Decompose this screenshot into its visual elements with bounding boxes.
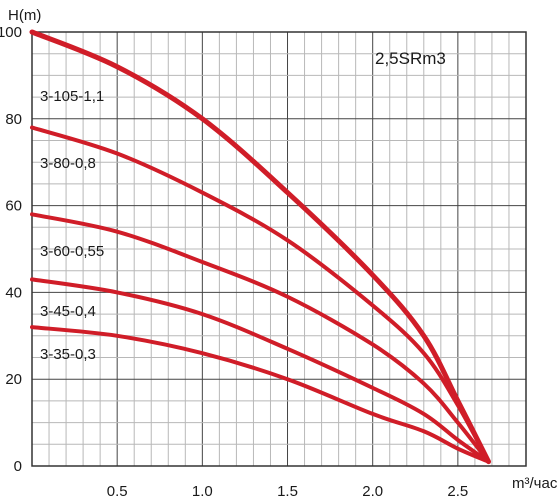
series-line-2	[30, 212, 491, 464]
y-tick-label: 100	[0, 24, 22, 41]
axis-ticks: 0.5 1.0 1.5 2.0 2.5 0 20 40 60 80 100	[0, 24, 468, 500]
x-tick-label: 2.5	[447, 483, 468, 500]
series-label-3: 3-45-0,4	[40, 303, 96, 320]
series-label-4: 3-35-0,3	[40, 346, 96, 363]
series-line-4	[30, 325, 491, 464]
x-tick-label: 1.5	[277, 483, 298, 500]
y-axis-title: H(m)	[8, 7, 41, 24]
series-line-0	[29, 29, 492, 465]
series-label-2: 3-60-0,55	[40, 243, 104, 260]
y-tick-label: 40	[5, 284, 22, 301]
series-line-1	[30, 125, 491, 464]
chart-title: 2,5SRm3	[375, 49, 446, 68]
curves	[29, 29, 492, 465]
grid	[31, 31, 527, 467]
plot-frame	[31, 31, 527, 467]
y-tick-label: 80	[5, 111, 22, 128]
y-tick-label: 0	[14, 458, 22, 475]
y-tick-label: 60	[5, 198, 22, 215]
x-tick-label: 1.0	[192, 483, 213, 500]
series-line-3	[30, 277, 491, 464]
series-label-0: 3-105-1,1	[40, 88, 104, 105]
y-tick-label: 20	[5, 371, 22, 388]
x-tick-label: 0.5	[107, 483, 128, 500]
x-tick-label: 2.0	[362, 483, 383, 500]
series-label-1: 3-80-0,8	[40, 155, 96, 172]
x-axis-title: m³/час	[512, 475, 558, 492]
